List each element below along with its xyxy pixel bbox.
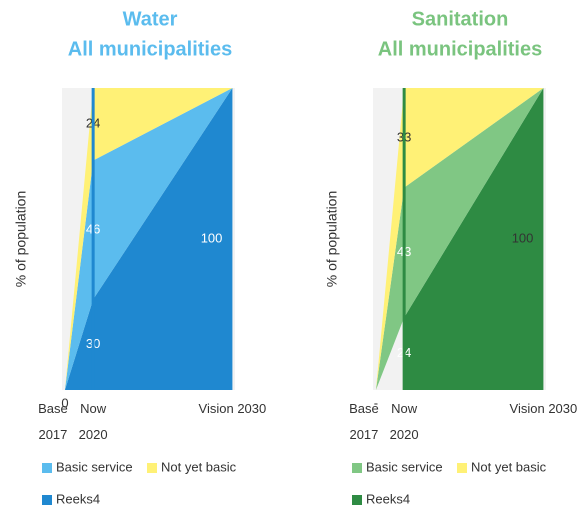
y-axis-label: % of population: [13, 191, 29, 288]
legend-swatch: [42, 495, 52, 505]
legend-label: Reeks4: [366, 491, 410, 506]
legend-swatch: [457, 463, 467, 473]
area: [64, 88, 233, 390]
x-tick-label: Now 2020: [390, 401, 419, 442]
x-tick-label: Vision 2030: [510, 401, 578, 416]
chart-title: Water: [123, 8, 178, 30]
legend-label: Reeks4: [56, 491, 100, 506]
x-tick-label: Base 2017: [349, 401, 379, 442]
y-axis-label: % of population: [324, 191, 340, 288]
area: [404, 88, 544, 390]
legend-label: Not yet basic: [471, 459, 547, 474]
x-tick-label: Vision 2030: [199, 401, 267, 416]
data-label: -: [374, 395, 378, 410]
area: [64, 88, 233, 390]
legend-label: Basic service: [366, 459, 443, 474]
legend-label: Not yet basic: [161, 459, 237, 474]
area: [375, 88, 544, 390]
data-label: 0: [61, 395, 68, 410]
legend-swatch: [352, 463, 362, 473]
legend-swatch: [352, 495, 362, 505]
chart-title: Sanitation: [412, 8, 509, 30]
chart-subtitle: All municipalities: [378, 38, 542, 60]
x-tick-label: Now 2020: [79, 401, 108, 442]
chart-subtitle: All municipalities: [68, 38, 232, 60]
x-tick-label: Base 2017: [38, 401, 68, 442]
area: [375, 88, 544, 390]
data-label: 100: [201, 230, 223, 245]
legend-label: Basic service: [56, 459, 133, 474]
data-label: 100: [512, 230, 534, 245]
legend-swatch: [42, 463, 52, 473]
legend-swatch: [147, 463, 157, 473]
